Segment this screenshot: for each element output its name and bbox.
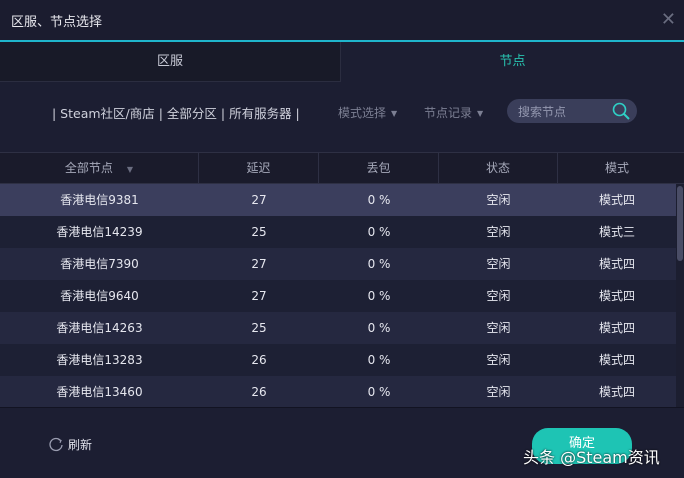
cell-loss: 0 % xyxy=(367,385,391,399)
search-input[interactable]: 搜索节点 xyxy=(507,99,637,123)
mode-select-dropdown[interactable]: 模式选择 ▼ xyxy=(338,104,397,121)
scrollbar[interactable] xyxy=(676,184,684,407)
close-icon[interactable]: ✕ xyxy=(660,9,676,30)
cell-mode: 模式三 xyxy=(598,225,635,239)
scrollbar-thumb[interactable] xyxy=(677,186,683,261)
table-row[interactable]: 香港电信9381 27 0 % 空闲 模式四 xyxy=(0,184,676,216)
cell-mode: 模式四 xyxy=(598,353,635,367)
cell-latency: 25 xyxy=(251,225,267,239)
cell-status: 空闲 xyxy=(486,193,511,207)
cell-mode: 模式四 xyxy=(598,289,635,303)
mode-select-label: 模式选择 xyxy=(338,106,387,120)
cell-status: 空闲 xyxy=(486,289,511,303)
cell-status: 空闲 xyxy=(486,385,511,399)
search-placeholder: 搜索节点 xyxy=(518,105,567,119)
tab-node[interactable]: 节点 xyxy=(499,54,526,69)
cell-latency: 27 xyxy=(251,289,267,303)
chevron-down-icon: ▼ xyxy=(477,109,484,118)
header-label: 全部节点 xyxy=(64,161,113,175)
cell-name: 香港电信13283 xyxy=(56,353,143,367)
table-header: 全部节点 ▼ 延迟 丢包 状态 模式 xyxy=(0,152,684,184)
header-loss: 丢包 xyxy=(319,153,439,183)
window-title: 区服、节点选择 xyxy=(11,15,103,30)
table-row[interactable]: 香港电信7390 27 0 % 空闲 模式四 xyxy=(0,248,676,280)
cell-name: 香港电信14239 xyxy=(56,225,143,239)
cell-status: 空闲 xyxy=(486,225,511,239)
cell-latency: 27 xyxy=(251,193,267,207)
cell-loss: 0 % xyxy=(367,321,391,335)
cell-loss: 0 % xyxy=(367,193,391,207)
cell-mode: 模式四 xyxy=(598,193,635,207)
table-row[interactable]: 香港电信14263 25 0 % 空闲 模式四 xyxy=(0,312,676,344)
cell-status: 空闲 xyxy=(486,353,511,367)
cell-mode: 模式四 xyxy=(598,385,635,399)
accent-line xyxy=(0,40,684,42)
node-history-dropdown[interactable]: 节点记录 ▼ xyxy=(424,104,483,121)
cell-latency: 27 xyxy=(251,257,267,271)
search-icon[interactable] xyxy=(611,101,631,121)
table-row[interactable]: 香港电信9640 27 0 % 空闲 模式四 xyxy=(0,280,676,312)
cell-loss: 0 % xyxy=(367,225,391,239)
table-row[interactable]: 香港电信13283 26 0 % 空闲 模式四 xyxy=(0,344,676,376)
cell-mode: 模式四 xyxy=(598,257,635,271)
refresh-button[interactable]: 刷新 xyxy=(48,436,92,453)
cell-status: 空闲 xyxy=(486,321,511,335)
breadcrumb: | Steam社区/商店 | 全部分区 | 所有服务器 | xyxy=(52,106,300,121)
header-all-nodes[interactable]: 全部节点 ▼ xyxy=(0,153,199,183)
confirm-button[interactable]: 确定 xyxy=(532,428,632,464)
cell-loss: 0 % xyxy=(367,289,391,303)
table-row[interactable]: 香港电信14239 25 0 % 空闲 模式三 xyxy=(0,216,676,248)
header-latency: 延迟 xyxy=(199,153,319,183)
chevron-down-icon: ▼ xyxy=(126,165,134,174)
cell-mode: 模式四 xyxy=(598,321,635,335)
cell-status: 空闲 xyxy=(486,257,511,271)
cell-name: 香港电信7390 xyxy=(60,257,139,271)
table-row[interactable]: 香港电信13460 26 0 % 空闲 模式四 xyxy=(0,376,676,407)
node-history-label: 节点记录 xyxy=(424,106,473,120)
node-list: 香港电信9381 27 0 % 空闲 模式四 香港电信14239 25 0 % 空闲 模式三 香港电… xyxy=(0,184,676,407)
cell-latency: 25 xyxy=(251,321,267,335)
cell-name: 香港电信9640 xyxy=(60,289,139,303)
cell-name: 香港电信9381 xyxy=(60,193,139,207)
cell-name: 香港电信14263 xyxy=(56,321,143,335)
tab-region[interactable]: 区服 xyxy=(0,42,341,82)
chevron-down-icon: ▼ xyxy=(391,109,398,118)
cell-name: 香港电信13460 xyxy=(56,385,143,399)
cell-latency: 26 xyxy=(251,385,267,399)
header-status: 状态 xyxy=(439,153,558,183)
refresh-icon xyxy=(49,437,63,451)
header-mode: 模式 xyxy=(604,161,629,175)
refresh-label: 刷新 xyxy=(68,438,93,452)
watermark: 头条 @Steam资讯 xyxy=(523,448,660,467)
title-bar: 区服、节点选择 ✕ xyxy=(0,0,684,40)
cell-loss: 0 % xyxy=(367,257,391,271)
cell-latency: 26 xyxy=(251,353,267,367)
cell-loss: 0 % xyxy=(367,353,391,367)
